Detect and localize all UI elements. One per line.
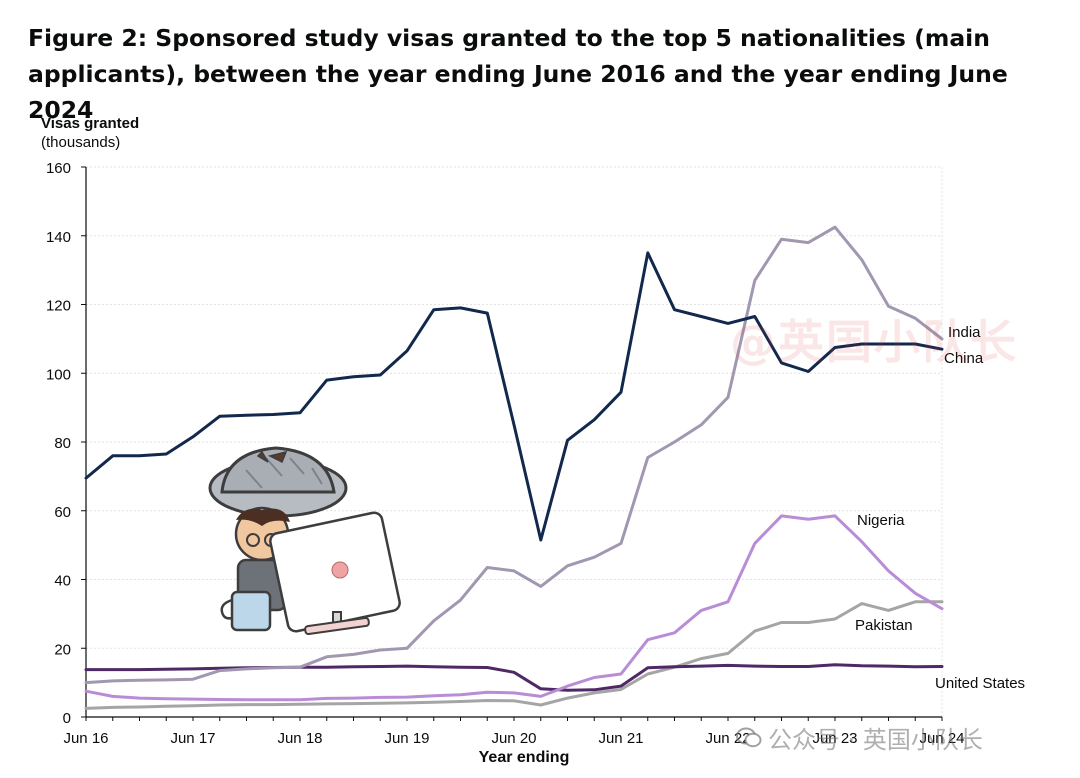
y-tick-label: 40 xyxy=(54,573,71,590)
chart-title: Figure 2: Sponsored study visas granted … xyxy=(28,24,1008,124)
wechat-watermark-text: 公众号 · 英国小队长 xyxy=(768,726,983,754)
x-tick-label: Jun 21 xyxy=(598,730,643,747)
y-tick-label: 100 xyxy=(46,366,71,383)
series-line-united-states xyxy=(84,663,944,692)
series-line-nigeria xyxy=(84,514,944,702)
y-tick-label: 120 xyxy=(46,298,71,315)
x-tick-label: Jun 23 xyxy=(812,730,857,747)
series-label-pakistan: Pakistan xyxy=(855,617,913,634)
y-tick-label: 60 xyxy=(54,504,71,521)
x-axis-label: Year ending xyxy=(479,749,570,766)
wechat-watermark: 公众号 · 英国小队长 xyxy=(736,720,983,755)
x-tick-label: Jun 18 xyxy=(277,730,322,747)
series-label-united-states: United States xyxy=(935,675,1025,692)
series-layer xyxy=(84,225,944,710)
axis-layer: 0 20 40 60 80 100 120 140 160 Jun 16 Jun 17 Jun 18 J… xyxy=(46,160,965,747)
series-label-china: China xyxy=(944,350,984,367)
series-line-pakistan xyxy=(84,600,944,710)
x-tick-label: Jun 22 xyxy=(705,730,750,747)
series-line-china xyxy=(84,251,944,542)
y-tick-label: 80 xyxy=(54,435,71,452)
detective-cartoon-image xyxy=(208,446,401,636)
x-tick-label: Jun 17 xyxy=(170,730,215,747)
x-tick-label: Jun 24 xyxy=(919,730,964,747)
series-label-india: India xyxy=(948,324,981,341)
series-line-india xyxy=(84,225,944,685)
series-label-nigeria: Nigeria xyxy=(857,512,905,529)
series-label-layer: China India Nigeria Pakistan United States xyxy=(855,324,1025,692)
grid-layer xyxy=(86,166,943,717)
y-tick-label: 0 xyxy=(63,710,71,727)
watermark-overlay: @英国小队长 xyxy=(730,315,1018,369)
y-axis-label-line1: Visas granted xyxy=(41,115,139,132)
x-tick-label: Jun 16 xyxy=(63,730,108,747)
x-tick-label: Jun 20 xyxy=(491,730,536,747)
y-tick-label: 160 xyxy=(46,160,71,177)
x-tick-label: Jun 19 xyxy=(384,730,429,747)
y-tick-label: 20 xyxy=(54,641,71,658)
y-axis-label-line2: (thousands) xyxy=(41,134,120,151)
wechat-icon xyxy=(736,727,762,747)
y-tick-label: 140 xyxy=(46,229,71,246)
